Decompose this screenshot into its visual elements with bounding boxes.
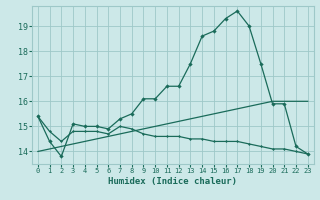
X-axis label: Humidex (Indice chaleur): Humidex (Indice chaleur): [108, 177, 237, 186]
